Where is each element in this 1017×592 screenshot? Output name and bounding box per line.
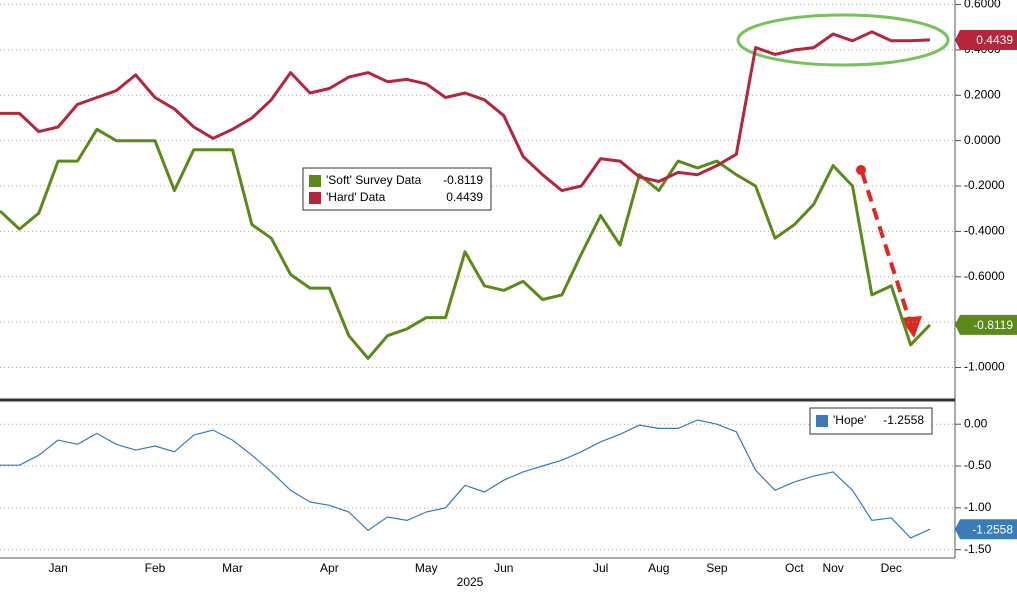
x-tick-label: Jan (48, 561, 67, 575)
y-tick-label: -1.50 (964, 542, 992, 556)
x-tick-label: Sep (706, 561, 728, 575)
legend-label: 'Hope' (833, 413, 866, 427)
legend-box (809, 407, 933, 435)
y-tick-label: 0.2000 (964, 87, 1001, 101)
x-tick-label: Apr (320, 561, 339, 575)
last-value-label: -0.8119 (973, 318, 1013, 332)
highlight-ellipse (736, 13, 950, 67)
series-line (0, 419, 931, 539)
legend-swatch (309, 175, 321, 187)
last-value-label: 0.4439 (976, 33, 1013, 47)
x-tick-label: May (415, 561, 438, 575)
y-tick-label: -0.4000 (964, 224, 1005, 238)
y-tick-label: -0.6000 (964, 269, 1005, 283)
last-value-badge (955, 314, 1017, 335)
legend-swatch (309, 192, 321, 204)
x-tick-label: Oct (785, 561, 804, 575)
last-value-badge (955, 29, 1017, 50)
arrow-head (900, 316, 922, 338)
x-tick-label: Aug (648, 561, 669, 575)
arrow-start (856, 165, 866, 175)
x-tick-label: Dec (881, 561, 902, 575)
legend-value: -0.8119 (443, 173, 483, 187)
x-tick-label: Mar (222, 561, 243, 575)
y-tick-label: -0.50 (964, 458, 992, 472)
legend-swatch (816, 415, 828, 427)
y-tick-label: 0.00 (964, 416, 988, 430)
y-tick-label: 0.6000 (964, 0, 1001, 11)
series-line (0, 30, 931, 193)
y-tick-label: -1.0000 (964, 360, 1005, 374)
x-tick-label: Nov (822, 561, 843, 575)
legend-label: 'Hard' Data (326, 190, 386, 204)
x-tick-label: Jun (494, 561, 513, 575)
y-tick-label: 0.0000 (964, 133, 1001, 147)
y-tick-label: -0.2000 (964, 178, 1005, 192)
legend-value: 0.4439 (446, 190, 483, 204)
x-tick-label: Feb (145, 561, 166, 575)
x-axis-title: 2025 (457, 575, 484, 589)
legend-value: -1.2558 (883, 413, 924, 427)
x-tick-label: Jul (593, 561, 608, 575)
trend-arrow (860, 171, 912, 323)
series-line (0, 127, 932, 360)
legend-label: 'Soft' Survey Data (326, 173, 422, 187)
legend-box (302, 167, 492, 211)
y-tick-label: -1.00 (964, 500, 992, 514)
last-value-label: -1.2558 (972, 522, 1013, 536)
last-value-badge (955, 519, 1017, 540)
